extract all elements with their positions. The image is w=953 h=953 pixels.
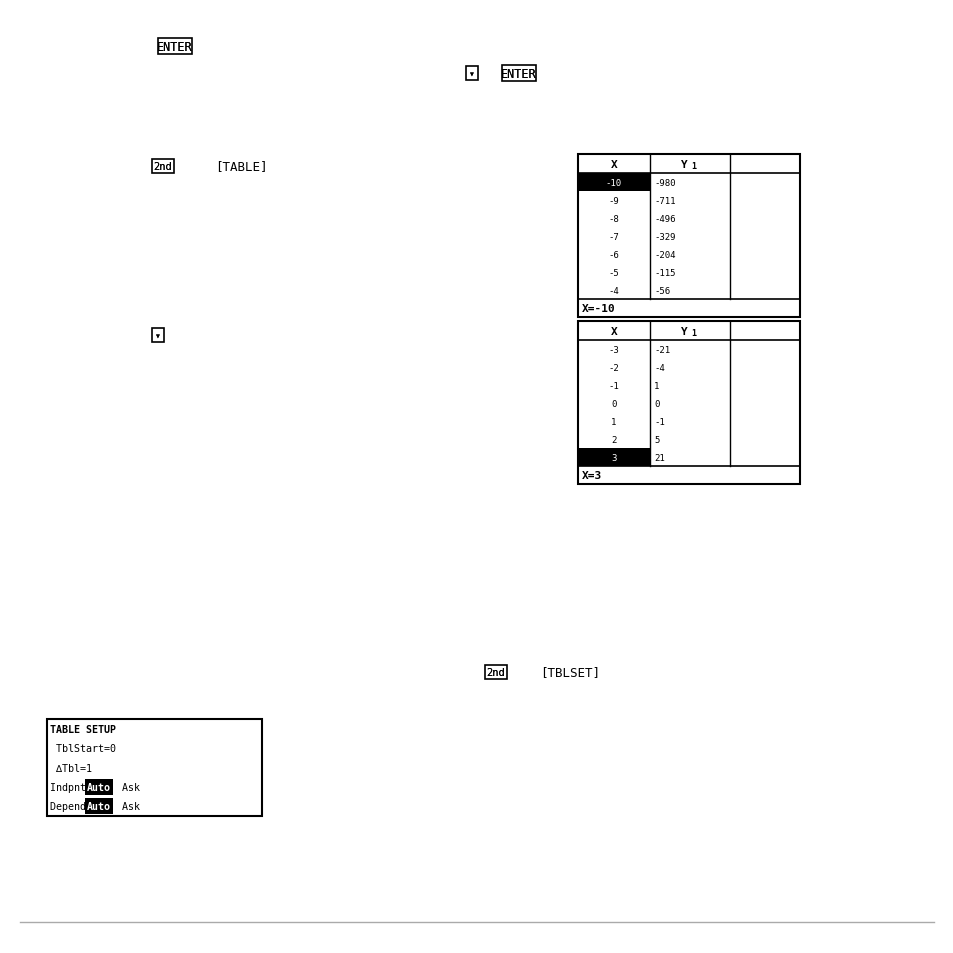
Text: 2nd: 2nd (153, 162, 172, 172)
Bar (85, 779, 112, 795)
Text: -4: -4 (608, 286, 618, 295)
Bar (501, 67, 536, 81)
Text: -329: -329 (654, 233, 675, 241)
Text: Y: Y (680, 326, 687, 336)
Text: -1: -1 (608, 381, 618, 390)
Bar (578, 322, 800, 484)
Text: ▾: ▾ (155, 331, 161, 340)
Text: X=-10: X=-10 (581, 304, 615, 314)
Text: -3: -3 (608, 345, 618, 355)
Text: -10: -10 (605, 178, 621, 188)
Text: ▾: ▾ (155, 331, 161, 340)
Text: ENTER: ENTER (157, 40, 193, 53)
Text: -1: -1 (654, 417, 664, 426)
Text: X: X (610, 159, 617, 170)
Text: 0: 0 (654, 399, 659, 408)
Text: 21: 21 (654, 453, 664, 462)
Text: -4: -4 (654, 363, 664, 372)
Text: 0: 0 (611, 399, 616, 408)
Text: -6: -6 (608, 251, 618, 259)
Text: 2nd: 2nd (153, 162, 172, 172)
Text: [TABLE]: [TABLE] (214, 160, 267, 173)
Bar (152, 160, 173, 173)
Text: Indpnt:: Indpnt: (50, 782, 98, 792)
Text: ENTER: ENTER (157, 40, 193, 53)
Text: TblStart=0: TblStart=0 (50, 743, 116, 753)
Bar (578, 154, 800, 317)
Text: 3: 3 (611, 453, 616, 462)
Text: 1: 1 (654, 381, 659, 390)
Text: -7: -7 (608, 233, 618, 241)
Text: ▾: ▾ (469, 69, 475, 79)
Text: 1: 1 (690, 162, 696, 171)
Text: Ask: Ask (115, 782, 139, 792)
Bar (47, 720, 262, 816)
Text: 1: 1 (690, 329, 696, 337)
Text: ∆Tbl=1: ∆Tbl=1 (50, 762, 91, 773)
Text: TABLE SETUP: TABLE SETUP (50, 724, 116, 734)
Bar (465, 68, 477, 80)
Text: 2nd: 2nd (486, 667, 505, 678)
Text: -21: -21 (654, 345, 669, 355)
Text: Auto: Auto (87, 782, 111, 792)
Text: -2: -2 (608, 363, 618, 372)
Text: -711: -711 (654, 196, 675, 205)
Bar (157, 39, 192, 54)
Text: Y: Y (680, 159, 687, 170)
Bar (152, 329, 164, 342)
Text: Auto: Auto (87, 801, 111, 811)
Text: ENTER: ENTER (500, 68, 537, 80)
Text: ENTER: ENTER (500, 68, 537, 80)
Text: ▾: ▾ (469, 69, 475, 79)
Text: -980: -980 (654, 178, 675, 188)
Text: 5: 5 (654, 435, 659, 444)
Text: -115: -115 (654, 268, 675, 277)
Text: -56: -56 (654, 286, 669, 295)
Bar (484, 665, 506, 679)
Text: -9: -9 (608, 196, 618, 205)
Text: -5: -5 (608, 268, 618, 277)
Text: X: X (610, 326, 617, 336)
Bar (85, 799, 112, 815)
Bar (578, 173, 649, 192)
Text: 2: 2 (611, 435, 616, 444)
Text: X=3: X=3 (581, 471, 601, 480)
Text: Ask: Ask (115, 801, 139, 811)
Text: 1: 1 (611, 417, 616, 426)
Text: -204: -204 (654, 251, 675, 259)
Text: -8: -8 (608, 214, 618, 223)
Text: 2nd: 2nd (486, 667, 505, 678)
Text: Depend:: Depend: (50, 801, 98, 811)
Bar (578, 449, 649, 467)
Text: [TBLSET]: [TBLSET] (539, 666, 599, 679)
Text: -496: -496 (654, 214, 675, 223)
